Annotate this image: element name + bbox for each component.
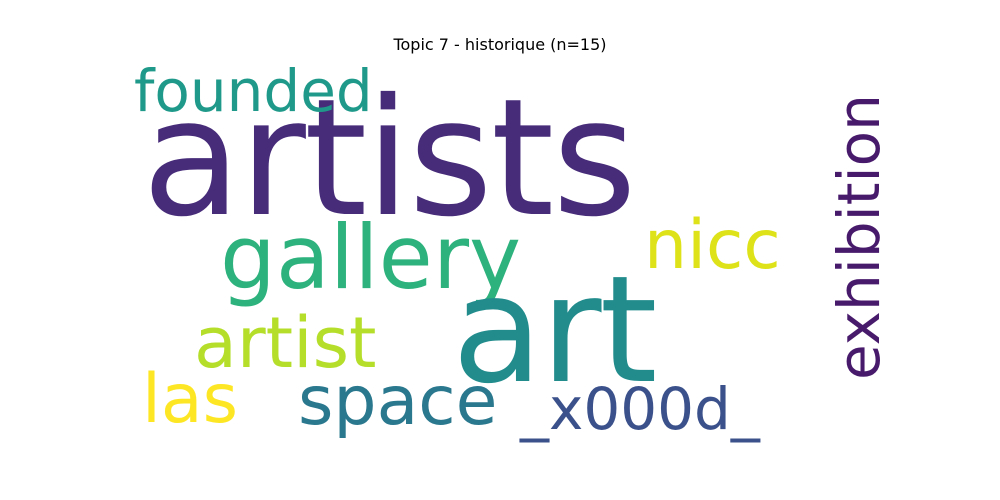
word-artists: artists — [142, 65, 637, 253]
figure-title: Topic 7 - historique (n=15) — [393, 35, 607, 54]
word-nicc: nicc — [644, 206, 781, 285]
word-founded: founded — [134, 57, 373, 125]
word-artist: artist — [194, 302, 377, 384]
word-art: art — [452, 244, 658, 416]
word-space: space — [298, 362, 498, 441]
word-cloud: artists founded gallery nicc artist art … — [130, 57, 893, 443]
word-x000d: _x000d_ — [520, 375, 760, 443]
word-gallery: gallery — [220, 206, 522, 309]
word-exhibition: exhibition — [825, 94, 893, 380]
word-las: las — [142, 360, 238, 439]
